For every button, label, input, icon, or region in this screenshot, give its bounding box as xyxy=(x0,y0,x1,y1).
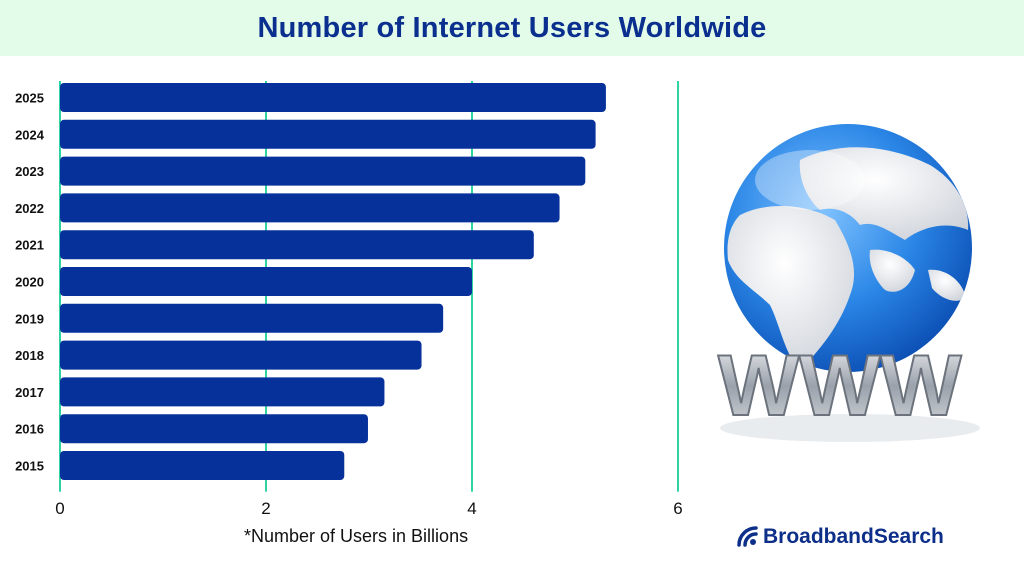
category-label-2018: 2018 xyxy=(15,348,44,363)
category-label-2022: 2022 xyxy=(15,201,44,216)
bar-2020 xyxy=(60,267,472,296)
category-label-2023: 2023 xyxy=(15,164,44,179)
category-label-2019: 2019 xyxy=(15,311,44,326)
bar-2023 xyxy=(60,156,586,186)
bar-chart: 2025 2024 2023 2022 2021 2020 2019 2018 2017 2016… xyxy=(15,81,683,518)
category-label-2025: 2025 xyxy=(15,91,44,106)
category-label-2017: 2017 xyxy=(15,385,44,400)
bar-2017 xyxy=(60,377,385,407)
x-tick-label-0: 0 xyxy=(55,499,64,518)
category-label-2016: 2016 xyxy=(15,422,44,437)
bar-2016 xyxy=(60,414,368,444)
category-label-2024: 2024 xyxy=(15,127,45,142)
category-label-2020: 2020 xyxy=(15,275,44,290)
brand-logo: BroadbandSearch xyxy=(736,525,944,549)
broadband-signal-icon xyxy=(737,526,758,547)
bar-2022 xyxy=(60,193,560,223)
bar-2024 xyxy=(60,119,596,149)
globe-www-icon: WWW xyxy=(700,120,990,455)
bar-2021 xyxy=(60,230,534,260)
x-tick-label-2: 2 xyxy=(261,499,270,518)
category-label-2015: 2015 xyxy=(15,459,44,474)
brand-name: BroadbandSearch xyxy=(763,525,944,548)
www-letters: WWW xyxy=(718,338,962,434)
category-label-2021: 2021 xyxy=(15,238,44,253)
x-tick-label-4: 4 xyxy=(467,499,476,518)
x-tick-label-6: 6 xyxy=(673,499,682,518)
chart-title: Number of Internet Users Worldwide xyxy=(257,11,767,44)
header-banner: Number of Internet Users Worldwide xyxy=(0,0,1024,56)
bar-2025 xyxy=(60,83,606,112)
bar-2015 xyxy=(60,451,345,480)
bar-2019 xyxy=(60,303,444,333)
bar-2018 xyxy=(60,340,422,370)
footnote: *Number of Users in Billions xyxy=(244,526,469,546)
